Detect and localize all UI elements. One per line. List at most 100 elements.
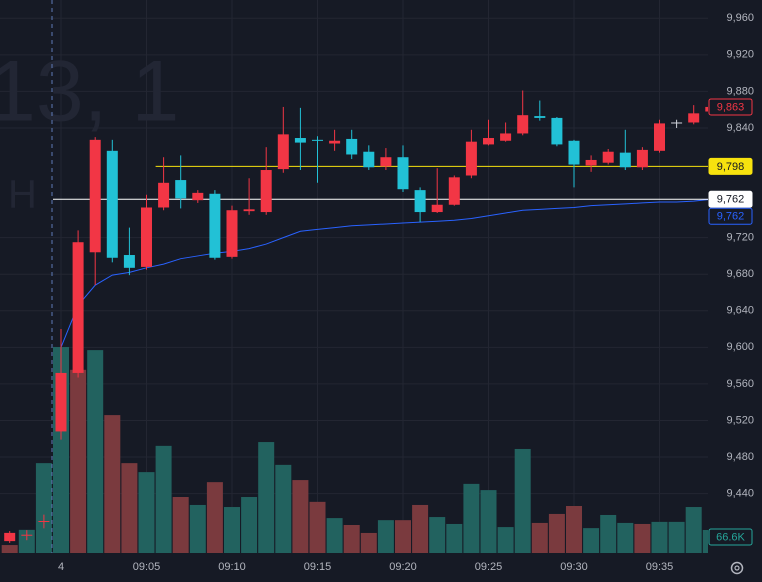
x-tick-label: 09:20 bbox=[389, 561, 417, 573]
candle-body bbox=[106, 150, 118, 258]
settings-icon-core[interactable] bbox=[734, 565, 740, 571]
price-label: 9,762 bbox=[717, 194, 745, 206]
settings-button[interactable] bbox=[730, 561, 744, 575]
x-tick-label: 09:35 bbox=[646, 561, 674, 573]
settings-icon[interactable] bbox=[730, 561, 744, 575]
y-tick-label: 9,880 bbox=[726, 85, 754, 97]
y-tick-label: 9,600 bbox=[726, 341, 754, 353]
candle-body bbox=[380, 157, 392, 167]
candle-body bbox=[602, 151, 614, 163]
candle-body bbox=[619, 152, 631, 168]
price-label: 9,863 bbox=[717, 101, 745, 113]
y-tick-label: 9,720 bbox=[726, 232, 754, 244]
volume-bar bbox=[446, 523, 463, 553]
candle-body bbox=[500, 133, 512, 141]
volume-bar bbox=[600, 514, 617, 553]
price-label-box bbox=[708, 207, 753, 225]
candle-body bbox=[89, 139, 101, 253]
candle-body bbox=[329, 140, 341, 144]
candle-body bbox=[21, 534, 33, 536]
watermark: H I bbox=[8, 173, 125, 217]
y-tick-label: 9,520 bbox=[726, 414, 754, 426]
y-tick-label: 9,640 bbox=[726, 305, 754, 317]
price-label: 9,762 bbox=[717, 211, 745, 223]
volume-bar bbox=[326, 518, 343, 553]
candle-body bbox=[175, 180, 187, 199]
volume-bar bbox=[429, 517, 446, 553]
volume-bar bbox=[583, 528, 600, 553]
volume-bar bbox=[275, 464, 292, 553]
volume-label-box bbox=[708, 528, 753, 546]
candle-body bbox=[38, 521, 50, 523]
candle-body bbox=[465, 141, 477, 176]
volume-bar bbox=[668, 521, 685, 553]
candle-body bbox=[551, 117, 563, 145]
volume-bar bbox=[617, 522, 634, 553]
candle-body bbox=[260, 170, 272, 213]
y-tick-label: 9,960 bbox=[726, 12, 754, 24]
candle-body bbox=[431, 204, 443, 213]
volume-bar bbox=[702, 529, 708, 553]
y-tick-label: 9,440 bbox=[726, 487, 754, 499]
candle-body bbox=[141, 207, 152, 267]
candle-body bbox=[55, 372, 67, 432]
volume-bar bbox=[1, 545, 18, 553]
volume-bar bbox=[35, 463, 52, 553]
candle-body bbox=[688, 113, 700, 123]
volume-bar bbox=[87, 350, 104, 553]
volume-bar bbox=[121, 463, 138, 553]
candle-body bbox=[671, 122, 683, 124]
volume-bar bbox=[104, 415, 121, 553]
volume-bar bbox=[514, 448, 531, 553]
axes: 9,440 9,480 9,520 9,560 9,600 9,640 9,680 9,720… bbox=[58, 12, 754, 573]
plot-area bbox=[1, 90, 708, 553]
candle-body bbox=[243, 209, 255, 212]
volume-bar bbox=[258, 442, 275, 553]
candle-body bbox=[654, 123, 665, 151]
price-label-box bbox=[708, 157, 753, 175]
candle-body bbox=[534, 116, 546, 118]
x-tick-label: 09:25 bbox=[475, 561, 503, 573]
volume-bar bbox=[155, 445, 172, 553]
candle-body bbox=[312, 139, 323, 141]
price-label-box bbox=[708, 98, 753, 116]
y-tick-label: 9,480 bbox=[726, 451, 754, 463]
candle-body bbox=[448, 177, 460, 205]
volume-bar bbox=[651, 521, 668, 553]
volume-bar bbox=[189, 504, 206, 553]
volume-bar bbox=[634, 523, 651, 553]
volume-bar bbox=[377, 520, 394, 553]
candle-body bbox=[4, 532, 16, 542]
volume-bar bbox=[360, 532, 377, 553]
y-tick-label: 9,840 bbox=[726, 122, 754, 134]
candle-body bbox=[414, 190, 426, 213]
candle-body bbox=[705, 106, 708, 112]
candle-body bbox=[209, 193, 221, 258]
volume-bar bbox=[343, 525, 360, 553]
volume-bar bbox=[497, 527, 514, 553]
candle-body bbox=[363, 151, 375, 168]
volume-bar bbox=[531, 522, 548, 553]
candle-body bbox=[636, 149, 648, 168]
x-tick-label: 09:15 bbox=[304, 561, 332, 573]
volume-bar bbox=[292, 480, 309, 553]
y-tick-label: 9,920 bbox=[726, 49, 754, 61]
volume-bar bbox=[395, 520, 411, 553]
candle-body bbox=[192, 192, 204, 201]
x-tick-label: 09:10 bbox=[218, 561, 246, 573]
price-label-box bbox=[708, 190, 753, 208]
price-label: 9,798 bbox=[717, 161, 745, 173]
candle-body bbox=[226, 210, 238, 257]
volume-bar bbox=[172, 497, 189, 553]
volume-bar bbox=[463, 483, 480, 553]
candle-body bbox=[123, 255, 135, 268]
volume-bar bbox=[480, 490, 497, 553]
y-tick-label: 9,560 bbox=[726, 378, 754, 390]
candle-body bbox=[517, 115, 529, 134]
x-tick-label: 09:05 bbox=[133, 561, 161, 573]
volume-bar bbox=[566, 505, 582, 553]
volume-bar bbox=[224, 507, 240, 553]
volume-bar bbox=[206, 482, 223, 553]
x-tick-label: 4 bbox=[58, 561, 64, 573]
volume-bar bbox=[138, 472, 155, 553]
